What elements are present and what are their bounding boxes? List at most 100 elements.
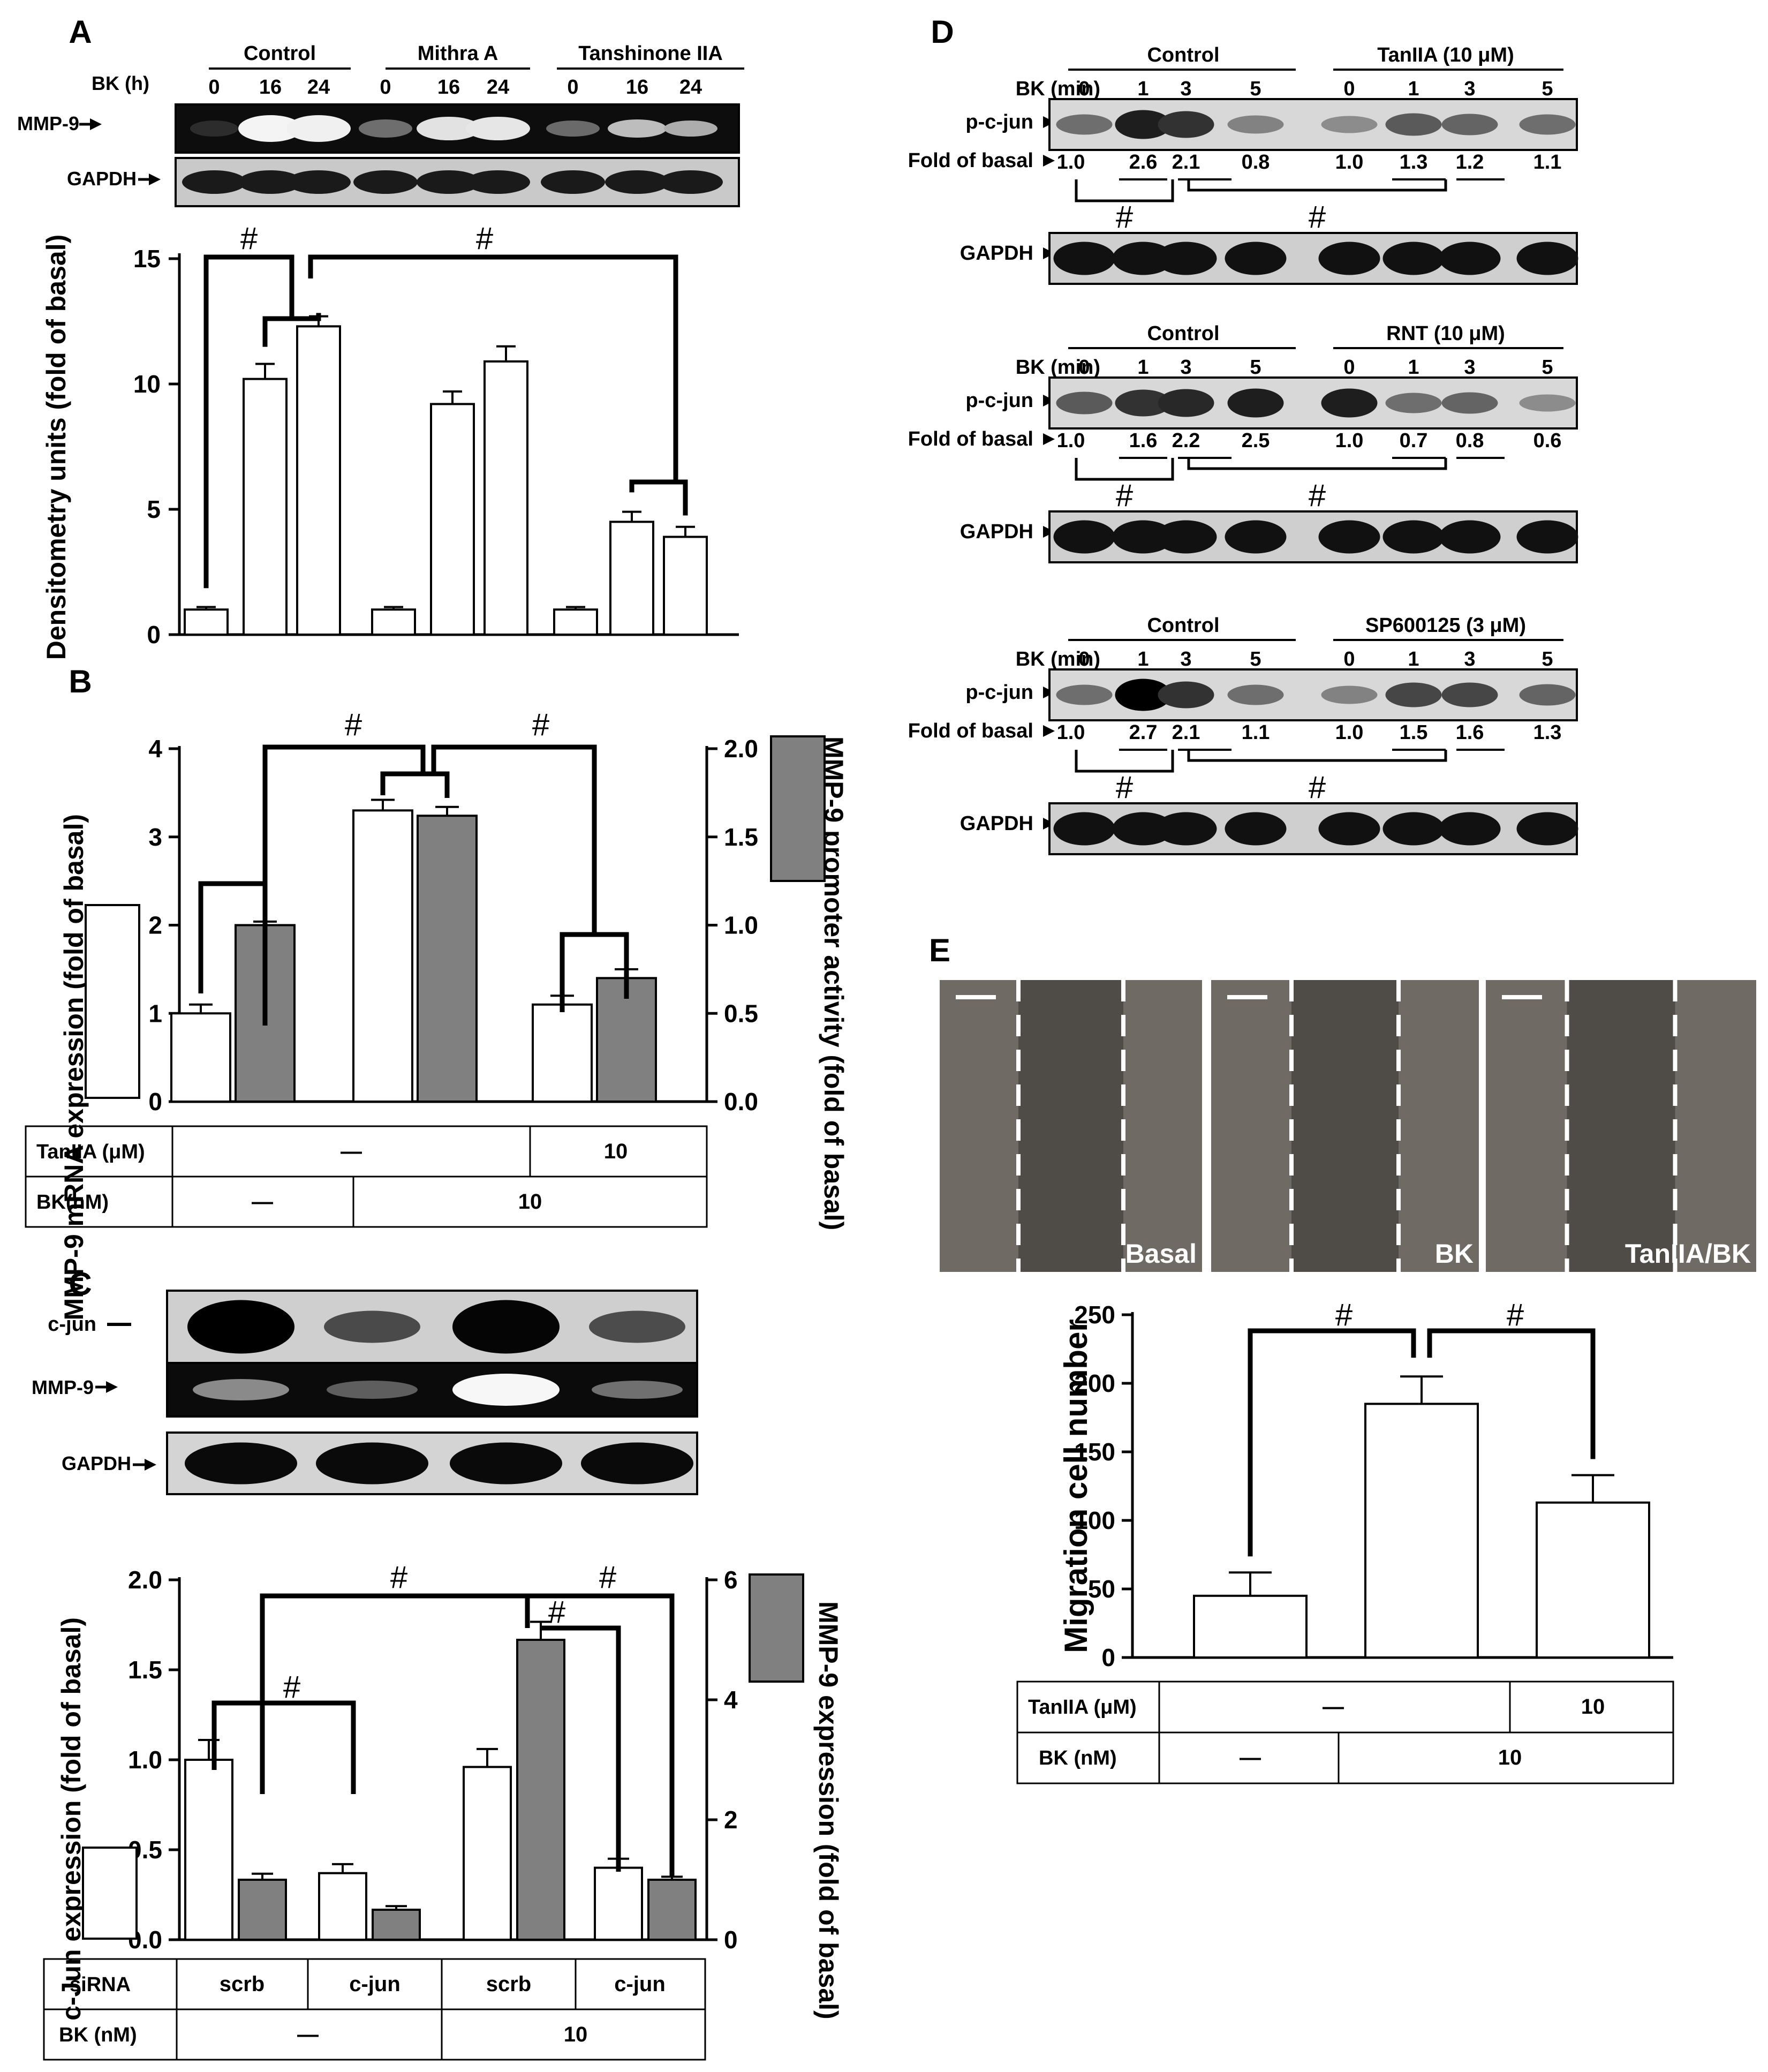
bar-mmp9: [372, 1909, 421, 1941]
sig-bracket: [1187, 750, 1447, 762]
legend-swatch-gray: [749, 1573, 804, 1683]
band: [1155, 520, 1217, 554]
time-label: 1: [1408, 78, 1419, 100]
fold-value: 1.5: [1400, 721, 1428, 744]
band: [185, 1442, 297, 1485]
time-label: 24: [679, 76, 702, 99]
time-label: 3: [1464, 78, 1475, 100]
bar-mmp9: [516, 1639, 565, 1941]
band: [193, 1379, 289, 1400]
bar-cjun: [594, 1866, 643, 1941]
bar: [430, 403, 475, 636]
fold-value: 0.8: [1242, 151, 1270, 174]
band: [1112, 520, 1174, 554]
y-tick-label: 1.0: [128, 1746, 162, 1774]
fold-value: 1.0: [1335, 151, 1364, 174]
band: [1318, 520, 1380, 554]
table-row-label: TanIIA (μM): [36, 1141, 145, 1163]
sig-bracket: [198, 881, 268, 1026]
blot-label-gapdh: GAPDH: [960, 521, 1033, 543]
inhibitor-group-label: RNT (10 μM): [1386, 322, 1505, 345]
fold-value: 0.7: [1400, 430, 1428, 452]
blot-label-gapdh: GAPDH: [960, 812, 1033, 835]
fold-value: 1.6: [1456, 721, 1484, 744]
fold-value: 1.6: [1129, 430, 1158, 452]
time-label: 1: [1137, 356, 1149, 379]
y-tick-label: 0: [724, 1926, 738, 1954]
band: [1439, 520, 1501, 554]
fold-label: Fold of basal: [908, 149, 1033, 172]
y-tick-label: 200: [1074, 1369, 1115, 1397]
band: [1321, 388, 1378, 418]
band: [1053, 242, 1115, 275]
band: [450, 1442, 562, 1485]
bar-mrna: [170, 1012, 231, 1103]
band: [1056, 114, 1113, 135]
time-label: 16: [437, 76, 460, 99]
band: [1441, 114, 1498, 135]
treatment-group-label: Tanshinone IIA: [578, 42, 723, 65]
table-row-label: BK(nM): [36, 1191, 109, 1214]
gapdh-gel: [1048, 232, 1578, 285]
significance-mark: #: [532, 707, 549, 742]
image-caption: TanIIA/BK: [1625, 1239, 1751, 1269]
band: [546, 120, 600, 137]
table-cell: scrb: [486, 1972, 532, 1996]
blot-label-pcjun: p-c-jun: [965, 681, 1033, 704]
treatment-group-label: Control: [244, 42, 316, 65]
time-label: 0: [1343, 648, 1355, 670]
y-tick-label: 2: [148, 911, 162, 939]
band: [1225, 520, 1287, 554]
significance-mark: #: [1507, 1298, 1524, 1332]
band: [592, 1381, 683, 1399]
blot-label-mmp9: MMP-9: [17, 112, 79, 134]
significance-mark: #: [1309, 770, 1326, 805]
band: [1227, 388, 1284, 418]
band: [238, 170, 303, 194]
band: [1115, 389, 1172, 417]
band: [466, 170, 530, 194]
y-tick-label: 1.0: [724, 911, 758, 939]
y-tick-label: 3: [148, 823, 162, 851]
blot-label-mmp9: MMP-9: [32, 1376, 94, 1398]
cjun-gel: [166, 1290, 698, 1364]
sig-bracket: [629, 479, 688, 516]
panel-letter: A: [69, 14, 92, 50]
fold-value: 1.1: [1242, 721, 1270, 744]
significance-mark: #: [390, 1560, 407, 1595]
panel-letter: D: [931, 14, 954, 50]
y-tick-label: 150: [1074, 1438, 1115, 1466]
significance-mark: #: [1116, 478, 1133, 513]
arrow-icon: [1043, 155, 1055, 167]
table-cell: —: [1240, 1746, 1261, 1769]
bar-promoter: [417, 815, 478, 1103]
band: [286, 115, 351, 142]
time-label: 0: [1343, 356, 1355, 379]
fold-value: 1.0: [1057, 151, 1085, 174]
band: [1519, 394, 1576, 412]
bar: [1364, 1403, 1479, 1659]
band: [1382, 242, 1445, 275]
fold-value: 1.0: [1335, 721, 1364, 744]
significance-mark: #: [345, 707, 362, 742]
significance-mark: #: [476, 221, 493, 256]
band: [1382, 812, 1445, 846]
band: [286, 170, 351, 194]
table-row-label: BK (nM): [59, 2024, 137, 2046]
blot-label-gapdh: GAPDH: [67, 168, 137, 190]
legend-swatch-white: [82, 1847, 138, 1940]
bk-time-label: BK (min): [1016, 356, 1100, 379]
table-cell: 10: [604, 1140, 628, 1163]
y-tick-label: 4: [724, 1686, 738, 1714]
time-label: 0: [208, 76, 220, 99]
band: [1053, 812, 1115, 846]
bar: [371, 608, 416, 636]
significance-mark: #: [1309, 478, 1326, 513]
sig-bracket: [1187, 458, 1447, 470]
inhibitor-group-label: SP600125 (3 μM): [1365, 614, 1526, 637]
bar-mmp9: [238, 1879, 287, 1941]
band: [1519, 684, 1576, 706]
control-group-label: Control: [1147, 322, 1219, 345]
sig-bracket: [431, 744, 597, 935]
